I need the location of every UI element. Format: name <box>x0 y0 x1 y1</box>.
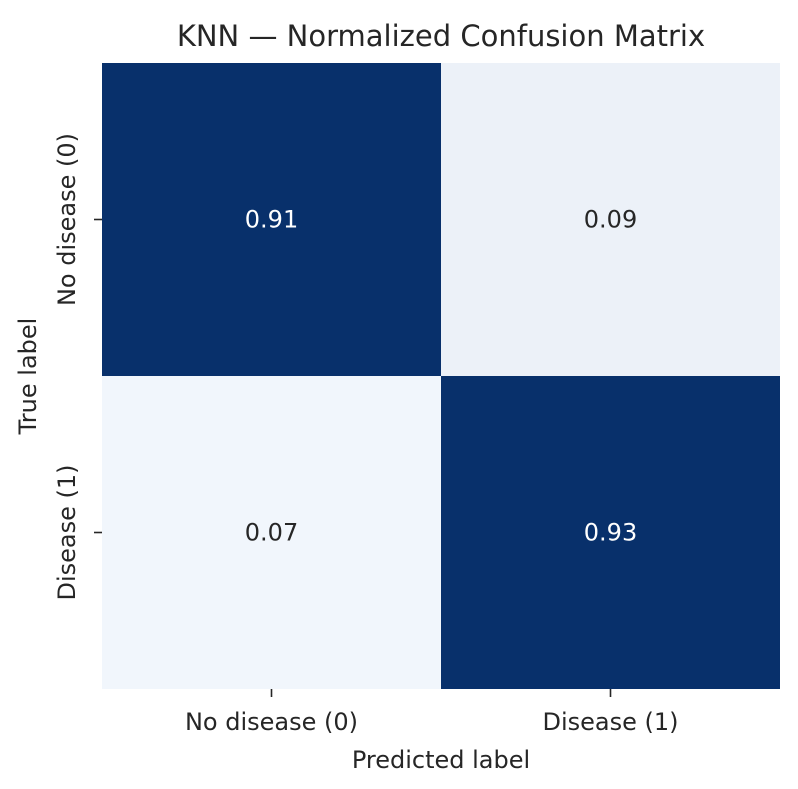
heatmap-cell-value-r1-c0: 0.07 <box>245 519 298 547</box>
y-axis-label: True label <box>14 318 42 436</box>
x-axis-label: Predicted label <box>352 746 530 774</box>
chart-title: KNN — Normalized Confusion Matrix <box>177 19 705 53</box>
heatmap-cell-value-r1-c1: 0.93 <box>584 519 637 547</box>
y-tick-label-0: No disease (0) <box>53 133 81 306</box>
heatmap-cell-r1-c1 <box>441 376 780 689</box>
heatmap-cell-labels: 0.91 0.09 0.07 0.93 <box>245 206 637 547</box>
heatmap-cell-r0-c0 <box>102 63 441 376</box>
heatmap-cell-value-r0-c1: 0.09 <box>584 206 637 234</box>
heatmap-cell-r0-c1 <box>441 63 780 376</box>
y-axis-ticks: No disease (0) Disease (1) <box>53 133 102 601</box>
y-tick-label-1: Disease (1) <box>53 464 81 600</box>
x-axis-ticks: No disease (0) Disease (1) <box>185 689 679 736</box>
x-tick-label-0: No disease (0) <box>185 708 358 736</box>
x-tick-label-1: Disease (1) <box>542 708 678 736</box>
heatmap-cells <box>102 63 780 689</box>
heatmap-cell-value-r0-c0: 0.91 <box>245 206 298 234</box>
heatmap-cell-r1-c0 <box>102 376 441 689</box>
